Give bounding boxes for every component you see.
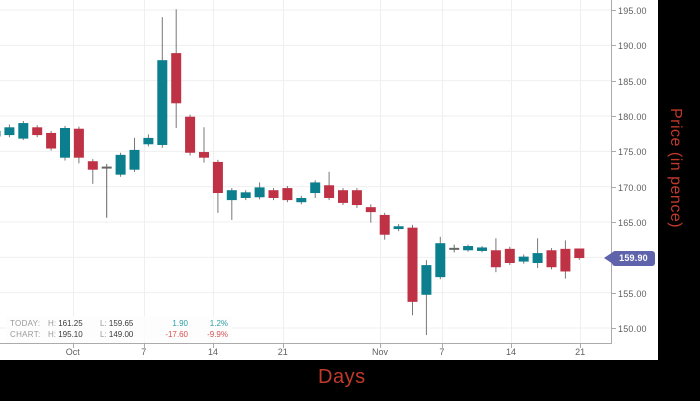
legend-today-label: TODAY:: [10, 319, 41, 328]
legend-chart-change: -17.60: [165, 330, 188, 339]
x-tick-label: 7: [439, 347, 445, 357]
x-tick-label: 21: [575, 347, 586, 357]
x-tick-label: 7: [141, 347, 147, 357]
candle-up: [435, 243, 446, 278]
candle-down: [87, 161, 98, 170]
candle-up: [393, 226, 404, 230]
candlestick-plot[interactable]: [0, 0, 658, 360]
candle-up: [60, 128, 70, 158]
candle-down: [46, 132, 57, 149]
price-tag-arrow-icon: [604, 252, 613, 265]
legend-today-low: L: 159.65: [100, 319, 134, 328]
x-axis-title-bar: Days: [0, 360, 700, 401]
legend-row-chart: CHART: H: 195.10 L: 149.00 -17.60 -9.9%: [10, 329, 228, 340]
candle-down: [268, 190, 279, 198]
candle-up: [532, 253, 543, 263]
candle-down: [407, 227, 418, 302]
y-tick-label: 150.00: [618, 324, 647, 334]
x-tick-label: 14: [207, 347, 218, 357]
candle-up: [296, 197, 307, 203]
candle-down: [574, 248, 585, 259]
candle-up: [115, 154, 126, 175]
candle-up: [143, 137, 154, 145]
candle-up: [421, 265, 432, 295]
y-tick-label: 185.00: [618, 76, 647, 87]
y-tick-label: 180.00: [618, 112, 647, 122]
chart-surface: 150.00155.00160.00165.00170.00175.00180.…: [0, 0, 658, 360]
last-price-value: 159.90: [612, 250, 655, 266]
candle-up: [18, 123, 29, 139]
legend-today-high: H: 161.25: [48, 319, 83, 328]
legend-today-change: 1.90: [172, 319, 188, 328]
candle-down: [282, 188, 293, 201]
x-tick-label: Oct: [65, 347, 80, 357]
y-tick-label: 170.00: [618, 182, 647, 193]
candle-down: [324, 185, 335, 198]
y-tick-label: 195.00: [618, 6, 647, 16]
candle-down: [338, 190, 348, 203]
candle-down: [199, 152, 209, 158]
x-tick-label: Nov: [372, 347, 389, 357]
candle-up: [310, 182, 321, 194]
candle-down: [504, 248, 515, 263]
candle-up: [4, 127, 15, 136]
candle-down: [32, 127, 43, 136]
candle-down: [185, 116, 196, 153]
y-tick-label: 175.00: [618, 147, 647, 158]
y-axis-title-bar: Price (in pence): [658, 0, 700, 360]
y-tick-label: 155.00: [618, 288, 647, 299]
legend-chart-low: L: 149.00: [100, 330, 134, 339]
candle-down: [546, 250, 557, 268]
candle-up: [226, 190, 237, 201]
summary-legend: TODAY: H: 161.25 L: 159.65 1.90 1.2% CHA…: [6, 316, 232, 342]
candle-down: [351, 190, 362, 206]
candle-up: [463, 246, 474, 251]
candle-up: [0, 130, 1, 137]
candle-down: [560, 248, 571, 272]
candle-up: [518, 256, 529, 262]
x-axis-title: Days: [318, 366, 366, 388]
y-tick-label: 165.00: [618, 218, 647, 228]
candle-up: [477, 247, 487, 251]
x-tick-label: 21: [277, 347, 288, 357]
candle-down: [212, 161, 223, 194]
legend-chart-label: CHART:: [10, 330, 41, 339]
legend-chart-change-pct: -9.9%: [207, 330, 228, 339]
last-price-tag: 159.90: [604, 250, 655, 266]
candle-up: [240, 192, 251, 198]
x-tick-label: 14: [506, 347, 517, 357]
legend-chart-high: H: 195.10: [48, 330, 83, 339]
candle-down: [171, 53, 182, 104]
y-axis-title: Price (in pence): [667, 108, 684, 229]
candle-up: [157, 60, 168, 145]
candle-up: [254, 187, 265, 198]
y-tick-label: 190.00: [618, 41, 647, 52]
candle-down: [379, 214, 390, 235]
legend-row-today: TODAY: H: 161.25 L: 159.65 1.90 1.2%: [10, 318, 228, 329]
candle-down: [73, 128, 84, 158]
candle-up: [129, 149, 140, 170]
candle-down: [365, 207, 376, 213]
legend-today-change-pct: 1.2%: [209, 319, 228, 328]
candle-down: [490, 250, 501, 268]
